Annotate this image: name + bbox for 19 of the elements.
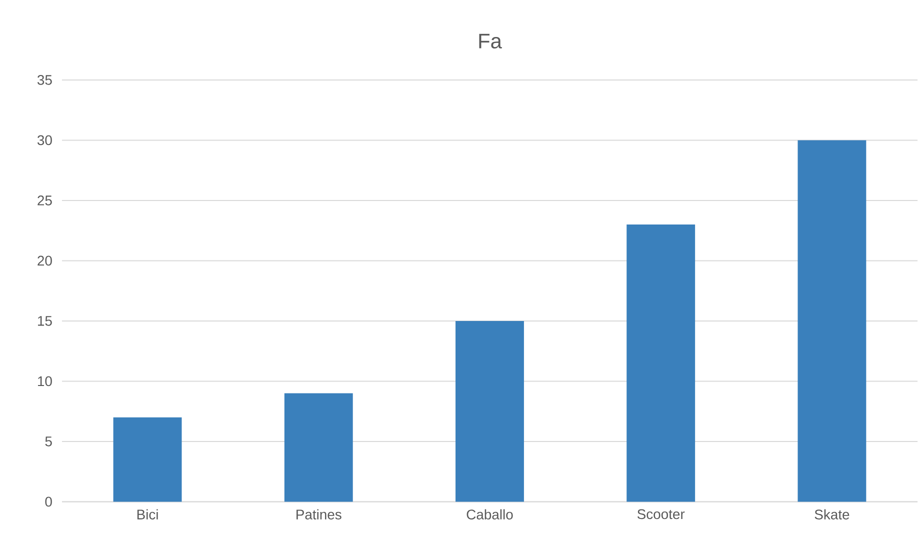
x-tick-label: Bici — [137, 509, 158, 520]
x-tick-label: Scooter — [637, 509, 685, 520]
x-tick-label: Skate — [814, 509, 850, 520]
bar — [626, 224, 696, 502]
y-tick-label: 5 — [45, 436, 52, 446]
y-tick-label: 35 — [37, 75, 52, 86]
y-tick-label: 20 — [38, 256, 52, 266]
bar — [456, 321, 524, 502]
chart-title: Fa — [479, 34, 502, 49]
y-tick-label: 0 — [45, 496, 52, 507]
y-tick-label: 10 — [38, 376, 52, 386]
bar — [798, 140, 866, 502]
y-tick-label: 15 — [38, 316, 52, 326]
x-tick-label: Patines — [296, 509, 342, 520]
y-tick-label: 25 — [38, 196, 52, 206]
y-tick-label: 30 — [37, 135, 52, 146]
x-tick-label: Caballo — [466, 509, 513, 520]
bar — [113, 418, 182, 502]
bar — [284, 393, 353, 502]
